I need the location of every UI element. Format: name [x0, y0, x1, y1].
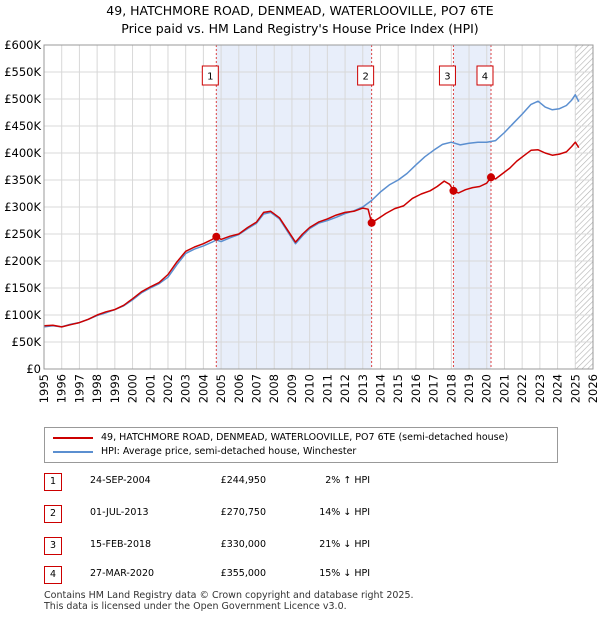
y-tick-label: £250K	[4, 227, 41, 241]
transaction-date: 24-SEP-2004	[90, 475, 151, 486]
transaction-marker-box	[438, 65, 456, 86]
x-tick-label: 2018	[444, 374, 458, 403]
x-tick-label: 2011	[320, 374, 334, 403]
x-tick-label: 2024	[551, 374, 565, 403]
x-tick-label: 2005	[214, 374, 228, 403]
y-tick-label: £400K	[4, 146, 41, 160]
x-tick-label: 2021	[497, 374, 511, 403]
transaction-marker-box	[357, 65, 375, 86]
transaction-marker-box	[201, 65, 219, 86]
y-tick-label: £500K	[4, 92, 41, 106]
y-tick-label: £200K	[4, 254, 41, 268]
transaction-number-badge: 2	[44, 505, 62, 523]
x-tick-label: 2001	[143, 374, 157, 403]
transaction-date: 01-JUL-2013	[90, 507, 149, 518]
x-tick-label: 2012	[338, 374, 352, 403]
transaction-marker-label: 4	[482, 72, 488, 83]
x-tick-label: 1998	[90, 374, 104, 403]
x-tick-label: 2006	[232, 374, 246, 403]
footer-licence: This data is licensed under the Open Gov…	[44, 601, 347, 612]
transaction-price: £355,000	[220, 568, 266, 579]
chart-subtitle: Price paid vs. HM Land Registry's House …	[121, 21, 479, 36]
transaction-price: £270,750	[220, 507, 266, 518]
x-tick-label: 2015	[391, 374, 405, 403]
transaction-date: 15-FEB-2018	[90, 539, 152, 550]
x-tick-label: 1996	[55, 374, 69, 403]
footer-copyright: Contains HM Land Registry data © Crown c…	[44, 590, 414, 601]
x-tick-label: 1999	[108, 374, 122, 403]
x-tick-label: 2014	[373, 374, 387, 403]
x-tick-label: 2016	[409, 374, 423, 403]
y-tick-label: £450K	[4, 119, 41, 133]
y-tick-label: £550K	[4, 65, 41, 79]
x-tick-label: 2010	[303, 374, 317, 403]
y-tick-label: £0	[26, 362, 41, 376]
transaction-marker-label: 2	[362, 72, 368, 83]
x-tick-label: 2007	[250, 374, 264, 403]
transaction-marker-label: 1	[207, 72, 213, 83]
x-tick-label: 2000	[126, 374, 140, 403]
x-tick-label: 2004	[196, 374, 210, 403]
transaction-hpi-diff: 14% ↓ HPI	[319, 507, 370, 518]
legend-swatch-hpi	[53, 451, 93, 453]
x-tick-label: 2002	[161, 374, 175, 403]
property-price-line	[43, 141, 580, 328]
y-tick-label: £300K	[4, 200, 41, 214]
transaction-marker-label: 3	[444, 72, 450, 83]
y-tick-label: £350K	[4, 173, 41, 187]
x-tick-label: 2020	[480, 374, 494, 403]
x-tick-label: 2023	[533, 374, 547, 403]
transaction-marker-box	[476, 65, 494, 86]
price-chart: 1 2 3 4 £0 £50K £100K £150K £200K £250K £300K £350…	[4, 38, 600, 403]
chart-title: 49, HATCHMORE ROAD, DENMEAD, WATERLOOVIL…	[106, 3, 494, 18]
legend-label-property: 49, HATCHMORE ROAD, DENMEAD, WATERLOOVIL…	[101, 432, 509, 443]
y-tick-label: £100K	[4, 308, 41, 322]
chart-legend: 49, HATCHMORE ROAD, DENMEAD, WATERLOOVIL…	[44, 427, 558, 463]
plot-border	[43, 44, 594, 370]
legend-swatch-property	[53, 437, 93, 439]
x-tick-label: 2017	[427, 374, 441, 403]
transaction-hpi-diff: 2% ↑ HPI	[325, 475, 370, 486]
x-tick-label: 2025	[568, 374, 582, 403]
x-tick-label: 2008	[267, 374, 281, 403]
y-tick-label: £150K	[4, 281, 41, 295]
transaction-hpi-diff: 15% ↓ HPI	[319, 568, 370, 579]
transaction-price: £244,950	[220, 475, 266, 486]
sale-point	[367, 218, 376, 227]
y-tick-label: £50K	[12, 335, 42, 349]
transaction-hpi-diff: 21% ↓ HPI	[319, 539, 370, 550]
hpi-line	[43, 93, 580, 328]
transaction-price: £330,000	[220, 539, 266, 550]
sale-point	[449, 186, 458, 195]
x-tick-label: 2019	[462, 374, 476, 403]
x-tick-label: 1995	[37, 374, 51, 403]
x-tick-label: 2013	[356, 374, 370, 403]
y-tick-label: £600K	[4, 38, 41, 52]
legend-label-hpi: HPI: Average price, semi-detached house,…	[101, 446, 357, 457]
x-tick-label: 2003	[179, 374, 193, 403]
transaction-date: 27-MAR-2020	[90, 568, 155, 579]
x-tick-label: 2022	[515, 374, 529, 403]
transaction-number-badge: 1	[44, 473, 62, 491]
x-tick-label: 2026	[586, 374, 600, 403]
sale-point	[212, 232, 221, 241]
transaction-number-badge: 4	[44, 566, 62, 584]
x-tick-label: 1997	[72, 374, 86, 403]
x-tick-label: 2009	[285, 374, 299, 403]
sale-point	[486, 173, 495, 182]
transaction-number-badge: 3	[44, 537, 62, 555]
